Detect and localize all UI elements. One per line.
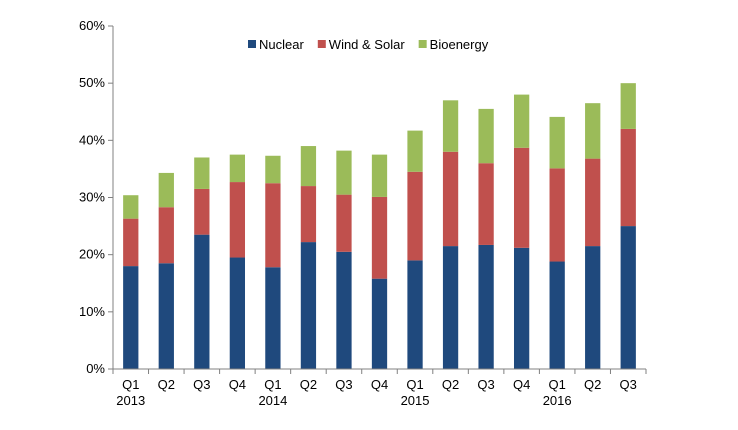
y-tick-label: 20% [79, 247, 105, 262]
bar-segment-nuclear [158, 263, 174, 369]
bar-segment-bioenergy [336, 150, 352, 195]
bar-segment-bioenergy [300, 146, 317, 187]
bar-segment-nuclear [549, 261, 565, 369]
legend-label: Bioenergy [430, 37, 489, 52]
bar-segment-bioenergy [513, 94, 530, 148]
x-tick-label: Q4 [371, 377, 388, 392]
bar-segment-wind-solar [229, 182, 246, 258]
bar-segment-nuclear [123, 266, 139, 369]
bar-segment-wind-solar [442, 151, 459, 247]
bar-segment-nuclear [442, 246, 459, 369]
bar-segment-nuclear [407, 260, 423, 369]
x-tick-label: Q4 [229, 377, 246, 392]
bar-segment-bioenergy [585, 103, 601, 159]
bar-segment-wind-solar [123, 218, 139, 267]
bar-segment-wind-solar [585, 158, 601, 247]
x-year-label: 2013 [116, 393, 145, 408]
x-tick-label: Q2 [158, 377, 175, 392]
bar-segment-nuclear [265, 267, 281, 369]
y-tick-label: 0% [86, 361, 105, 376]
bar-segment-wind-solar [407, 171, 423, 261]
bar-segment-wind-solar [194, 188, 210, 235]
bar-segment-bioenergy [265, 155, 281, 184]
bar-segment-wind-solar [478, 163, 494, 245]
x-tick-label: Q2 [300, 377, 317, 392]
x-year-label: 2014 [258, 393, 287, 408]
bar-segment-bioenergy [478, 108, 494, 164]
x-tick-label: Q2 [442, 377, 459, 392]
bar-segment-bioenergy [194, 157, 210, 189]
x-year-label: 2016 [543, 393, 572, 408]
x-tick-label: Q3 [477, 377, 494, 392]
x-tick-label: Q1 [122, 377, 139, 392]
bar-segment-wind-solar [336, 194, 352, 252]
x-tick-label: Q2 [584, 377, 601, 392]
bar-segment-wind-solar [549, 168, 565, 262]
legend-label: Wind & Solar [329, 37, 406, 52]
bar-segment-nuclear [194, 234, 210, 369]
x-tick-label: Q3 [620, 377, 637, 392]
bar-segment-bioenergy [158, 172, 174, 208]
bar-segment-wind-solar [513, 147, 530, 248]
legend: Nuclear Wind & Solar Bioenergy [248, 37, 489, 52]
bar-segment-bioenergy [549, 116, 565, 169]
y-tick-label: 30% [79, 190, 105, 205]
bar-segment-bioenergy [442, 100, 459, 152]
bar-segment-nuclear [513, 247, 530, 369]
x-tick-label: Q3 [335, 377, 352, 392]
x-tick-label: Q1 [406, 377, 423, 392]
bar-segment-nuclear [336, 251, 352, 369]
y-tick-label: 10% [79, 304, 105, 319]
bar-segment-nuclear [371, 278, 388, 369]
y-axis-ticks: 0% 10% 20% 30% 40% 50% 60% [79, 18, 113, 376]
legend-label: Nuclear [259, 37, 304, 52]
x-tick-label: Q1 [264, 377, 281, 392]
bar-segment-nuclear [478, 244, 494, 369]
x-tick-label: Q4 [513, 377, 530, 392]
bar-segment-wind-solar [300, 186, 317, 243]
legend-swatch-wind-solar [317, 40, 326, 48]
bar-segment-bioenergy [620, 83, 636, 129]
bar-segment-nuclear [585, 246, 601, 369]
bar-segment-bioenergy [229, 154, 246, 183]
bar-segment-nuclear [620, 226, 636, 369]
x-axis-labels: Q1 Q2 Q3 Q4 Q1 Q2 Q3 Q4 Q1 Q2 Q3 Q4 Q1 Q2 Q3 2013 2014 20… [112, 369, 647, 408]
bar-segment-bioenergy [371, 154, 388, 197]
bar-segment-nuclear [229, 257, 246, 369]
y-tick-label: 60% [79, 18, 105, 33]
y-tick-label: 50% [79, 75, 105, 90]
x-year-label: 2015 [401, 393, 430, 408]
legend-swatch-nuclear [248, 40, 256, 48]
bar-segment-bioenergy [407, 130, 423, 172]
bar-segment-wind-solar [371, 196, 388, 279]
bar-segment-wind-solar [158, 207, 174, 264]
legend-swatch-bioenergy [418, 40, 427, 48]
y-tick-label: 40% [79, 132, 105, 147]
bar-segment-bioenergy [123, 195, 139, 219]
bar-segment-wind-solar [265, 183, 281, 268]
bar-segment-nuclear [300, 242, 317, 369]
bars [123, 83, 636, 369]
x-tick-label: Q3 [193, 377, 210, 392]
x-tick-label: Q1 [548, 377, 565, 392]
bar-segment-wind-solar [620, 128, 636, 227]
axes [112, 26, 646, 370]
